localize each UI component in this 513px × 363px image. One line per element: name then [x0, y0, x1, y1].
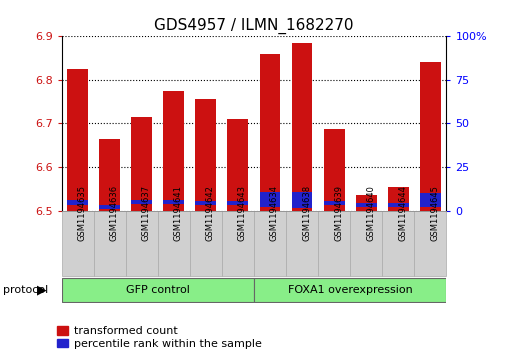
Text: GSM1194643: GSM1194643 — [238, 185, 247, 241]
Bar — [131, 117, 152, 211]
Bar — [227, 200, 248, 205]
Bar — [99, 205, 120, 209]
Text: GSM1194637: GSM1194637 — [142, 185, 151, 241]
Bar — [388, 203, 409, 207]
Text: GSM1194644: GSM1194644 — [398, 185, 407, 241]
Bar — [420, 193, 441, 208]
Text: GSM1194635: GSM1194635 — [77, 185, 87, 241]
Bar — [260, 192, 281, 208]
Bar — [350, 211, 382, 276]
Bar — [415, 211, 446, 276]
Bar — [260, 54, 281, 211]
Bar — [420, 62, 441, 211]
Title: GDS4957 / ILMN_1682270: GDS4957 / ILMN_1682270 — [154, 17, 353, 33]
Text: GSM1194638: GSM1194638 — [302, 185, 311, 241]
Bar — [222, 211, 254, 276]
Bar — [163, 200, 184, 204]
Bar — [227, 119, 248, 211]
Bar — [382, 211, 415, 276]
Legend: transformed count, percentile rank within the sample: transformed count, percentile rank withi… — [57, 326, 262, 349]
Text: FOXA1 overexpression: FOXA1 overexpression — [288, 285, 412, 295]
Bar — [126, 211, 158, 276]
Text: GSM1194645: GSM1194645 — [430, 185, 439, 241]
Text: GFP control: GFP control — [126, 285, 190, 295]
Text: GSM1194634: GSM1194634 — [270, 185, 279, 241]
Bar — [356, 203, 377, 207]
Bar — [190, 211, 222, 276]
Bar — [254, 278, 446, 302]
Bar — [318, 211, 350, 276]
Bar — [388, 187, 409, 211]
Bar — [324, 200, 345, 205]
Bar — [163, 91, 184, 211]
Bar — [195, 99, 216, 211]
Bar — [93, 211, 126, 276]
Bar — [158, 211, 190, 276]
Bar — [67, 69, 88, 211]
Bar — [254, 211, 286, 276]
Text: GSM1194639: GSM1194639 — [334, 185, 343, 241]
Bar — [62, 211, 93, 276]
Bar — [67, 200, 88, 205]
Bar — [62, 278, 254, 302]
Bar — [324, 129, 345, 211]
Bar — [291, 192, 312, 208]
Text: protocol: protocol — [3, 285, 48, 295]
Bar — [291, 43, 312, 211]
Text: GSM1194642: GSM1194642 — [206, 185, 215, 241]
Bar — [356, 195, 377, 211]
Bar — [195, 201, 216, 205]
Bar — [99, 139, 120, 211]
Text: ▶: ▶ — [37, 284, 47, 297]
Bar — [131, 200, 152, 204]
Text: GSM1194640: GSM1194640 — [366, 185, 375, 241]
Text: GSM1194641: GSM1194641 — [174, 185, 183, 241]
Bar — [286, 211, 318, 276]
Text: GSM1194636: GSM1194636 — [110, 185, 119, 241]
